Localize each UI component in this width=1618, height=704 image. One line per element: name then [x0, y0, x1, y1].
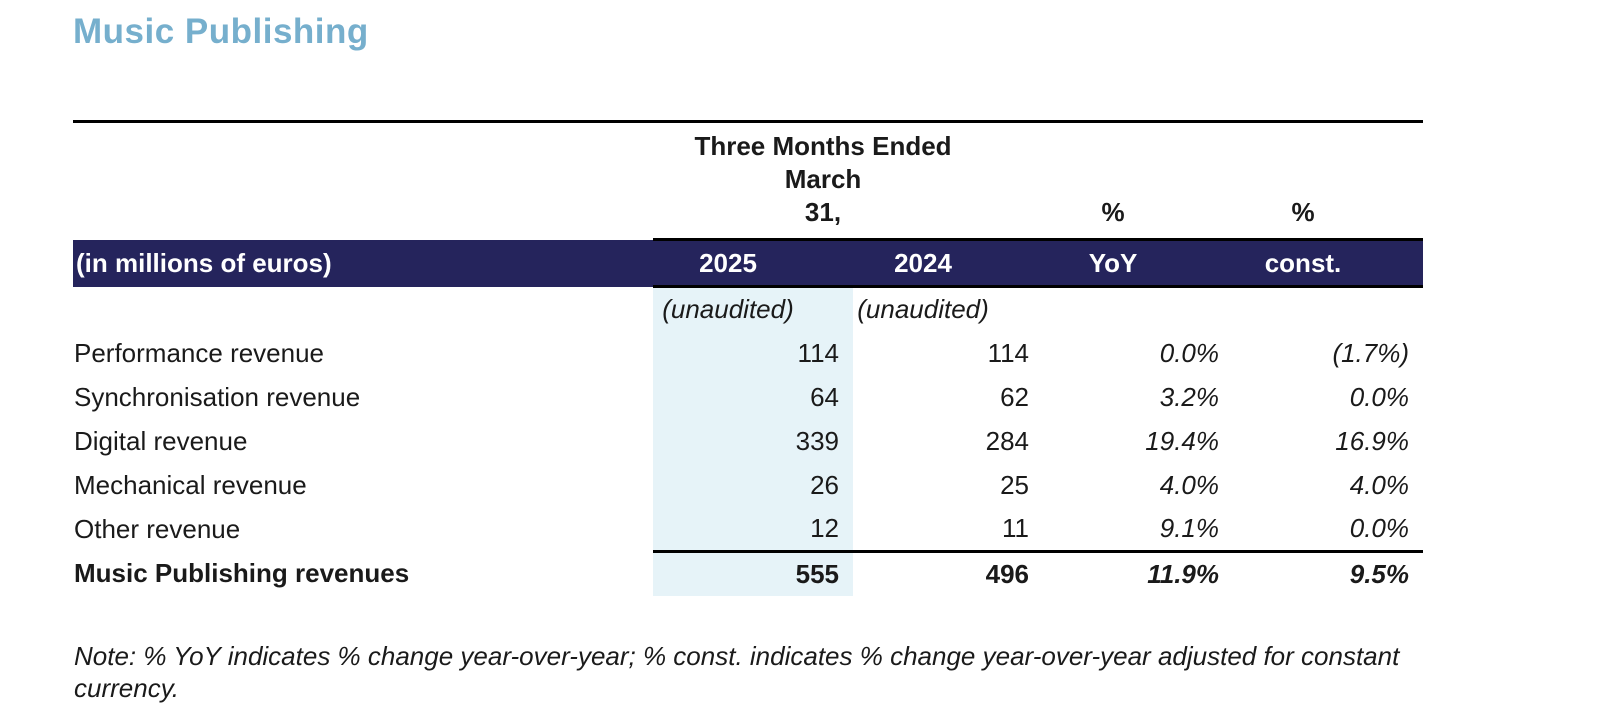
total-label: Music Publishing revenues — [74, 558, 410, 588]
unaudited-spacer — [73, 287, 653, 332]
total-row: Music Publishing revenues 555 496 11.9% … — [73, 550, 1424, 596]
period-header: Three Months Ended March 31, — [653, 120, 1044, 240]
row-value-2024: 25 — [1000, 470, 1030, 500]
units-label: (in millions of euros) — [73, 239, 653, 287]
row-value-2025: 114 — [653, 331, 853, 376]
music-publishing-table: Three Months Ended March 31, % % (in mil… — [73, 120, 1424, 596]
table-header-group: Three Months Ended March 31, % % (in mil… — [73, 120, 1424, 332]
unaudited-empty-const — [1233, 287, 1423, 332]
unaudited-empty-yoy — [1043, 287, 1233, 332]
row-value-const: 0.0% — [1349, 382, 1410, 412]
unaudited-row: (unaudited) (unaudited) — [73, 286, 1423, 332]
column-header-2025: 2025 — [653, 238, 853, 288]
row-value-yoy: 3.2% — [1159, 382, 1220, 412]
period-header-spacer — [73, 120, 653, 240]
table-row: Other revenue 12 11 9.1% 0.0% — [73, 507, 1423, 552]
row-label: Digital revenue — [74, 426, 248, 456]
table-row: Digital revenue 339 284 19.4% 16.9% — [73, 419, 1423, 464]
row-label: Other revenue — [74, 514, 241, 544]
row-value-const: 0.0% — [1349, 513, 1410, 544]
row-value-2024: 11 — [1002, 513, 1030, 544]
column-header-2024: 2024 — [853, 238, 1044, 288]
row-value-yoy: 9.1% — [1159, 513, 1220, 544]
row-value-2025: 26 — [653, 463, 853, 508]
row-value-yoy: 0.0% — [1159, 338, 1220, 368]
period-header-line2: 31, — [804, 197, 842, 227]
total-value-const: 9.5% — [1233, 550, 1424, 596]
row-label: Performance revenue — [74, 338, 325, 368]
unaudited-2025: (unaudited) — [653, 286, 853, 332]
percent-sign-const: % — [1233, 120, 1424, 240]
row-value-2025: 339 — [653, 419, 853, 464]
column-header-const: const. — [1233, 238, 1424, 288]
revenue-rows: Performance revenue 114 114 0.0% (1.7%) … — [73, 331, 1423, 552]
period-header-line1: Three Months Ended March — [694, 131, 952, 194]
period-header-row: Three Months Ended March 31, % % — [73, 120, 1424, 240]
total-value-yoy: 11.9% — [1043, 550, 1234, 596]
row-value-2025: 12 — [653, 507, 853, 552]
total-value-2025: 555 — [653, 550, 853, 596]
row-value-2024: 114 — [987, 338, 1030, 368]
row-label: Synchronisation revenue — [74, 382, 361, 412]
column-header-yoy: YoY — [1043, 238, 1234, 288]
row-value-yoy: 19.4% — [1145, 426, 1220, 456]
table-total-group: Music Publishing revenues 555 496 11.9% … — [73, 550, 1424, 596]
row-value-const: 4.0% — [1349, 470, 1410, 500]
row-value-yoy: 4.0% — [1159, 470, 1220, 500]
row-value-2024: 284 — [985, 426, 1030, 456]
row-value-const: 16.9% — [1335, 426, 1410, 456]
column-header-row: (in millions of euros) 2025 2024 YoY con… — [73, 238, 1424, 288]
percent-sign-yoy: % — [1043, 120, 1234, 240]
total-value-2024: 496 — [853, 550, 1044, 596]
unaudited-2024: (unaudited) — [857, 294, 989, 325]
page-title: Music Publishing — [73, 12, 369, 51]
table-row: Synchronisation revenue 64 62 3.2% 0.0% — [73, 375, 1423, 420]
footnote: Note: % YoY indicates % change year-over… — [74, 640, 1400, 703]
row-value-2024: 62 — [1000, 382, 1030, 412]
row-value-const: (1.7%) — [1332, 338, 1410, 368]
report-section: Music Publishing Three Months Ended Marc… — [73, 12, 1424, 704]
row-value-2025: 64 — [653, 375, 853, 420]
table-row: Performance revenue 114 114 0.0% (1.7%) — [73, 331, 1423, 376]
row-label: Mechanical revenue — [74, 470, 307, 500]
table-row: Mechanical revenue 26 25 4.0% 4.0% — [73, 463, 1423, 508]
